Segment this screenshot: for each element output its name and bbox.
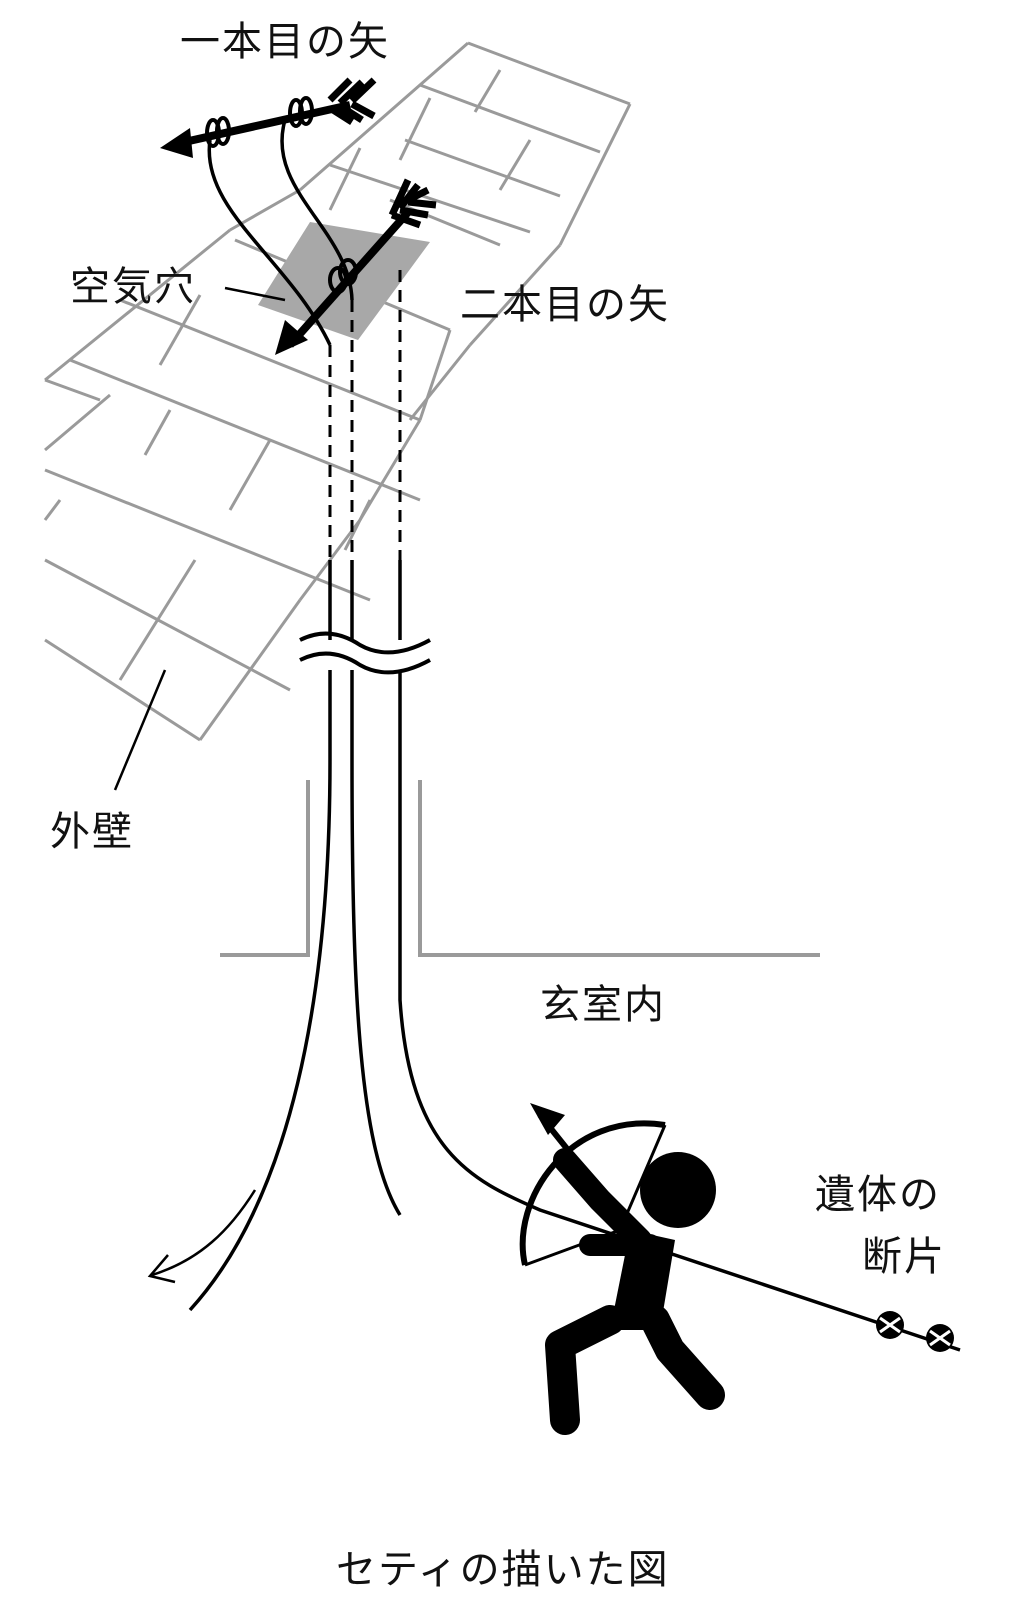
break-mark-icon bbox=[299, 631, 431, 675]
air-hole-leader bbox=[224, 286, 286, 302]
first-arrow-icon bbox=[160, 77, 377, 158]
label-first-arrow: 一本目の矢 bbox=[180, 19, 390, 65]
label-burial-chamber: 玄室内 bbox=[540, 982, 666, 1028]
archer-icon bbox=[519, 1103, 725, 1435]
label-outer-wall: 外壁 bbox=[50, 809, 134, 855]
label-second-arrow: 二本目の矢 bbox=[460, 282, 670, 328]
strings bbox=[188, 119, 961, 1352]
outer-wall-leader bbox=[113, 669, 167, 791]
string-knot-icon bbox=[876, 1311, 954, 1352]
label-remains-line2: 断片 bbox=[862, 1234, 946, 1280]
label-air-hole: 空気穴 bbox=[70, 264, 196, 310]
chamber-walls bbox=[220, 780, 820, 957]
second-arrow-icon bbox=[275, 178, 437, 355]
direction-arrow-icon bbox=[147, 1189, 257, 1284]
label-remains-line1: 遺体の bbox=[815, 1172, 941, 1218]
caption: セティの描いた図 bbox=[336, 1547, 670, 1593]
outer-wall-tiles bbox=[43, 41, 632, 742]
